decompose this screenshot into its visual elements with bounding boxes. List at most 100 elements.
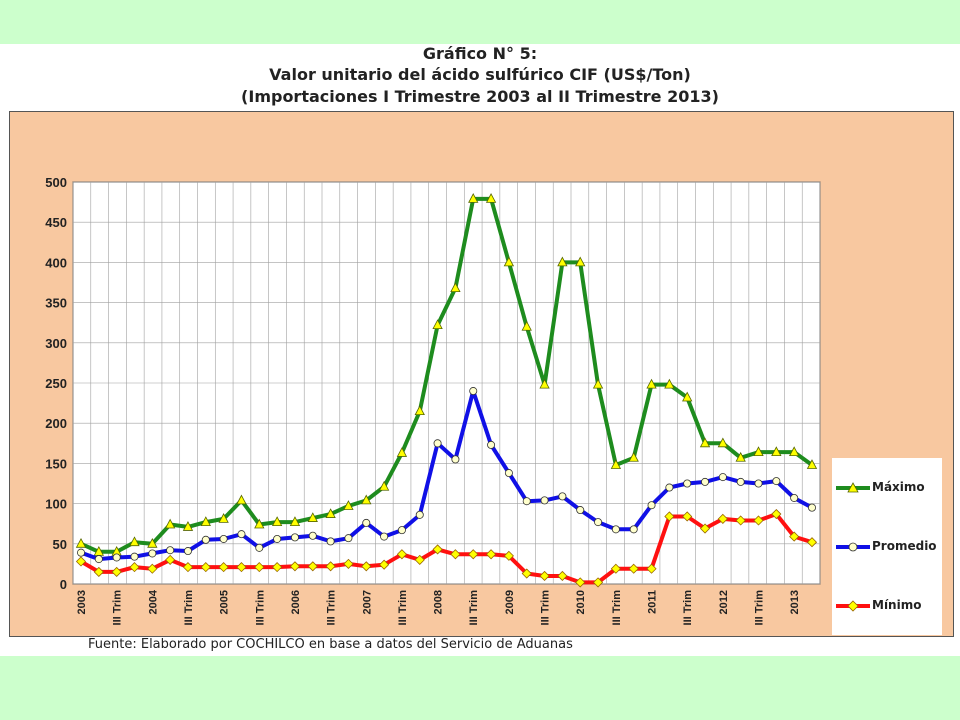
- data-point-maximo: [200, 516, 211, 526]
- data-point-promedio: [290, 533, 299, 542]
- data-point-minimo: [111, 566, 122, 578]
- data-point-promedio: [504, 469, 513, 478]
- data-point-maximo: [325, 508, 336, 518]
- data-point-minimo: [717, 513, 728, 524]
- data-point-minimo: [592, 577, 604, 588]
- data-point-maximo: [414, 405, 425, 416]
- data-point-minimo: [521, 568, 532, 579]
- source-note: Fuente: Elaborado por COCHILCO en base a…: [88, 637, 573, 652]
- data-point-minimo: [486, 549, 497, 560]
- y-tick-label: 150: [45, 456, 67, 471]
- data-point-maximo: [164, 518, 176, 529]
- legend: Máximo Promedio Mínimo: [832, 458, 942, 635]
- data-point-maximo: [575, 256, 586, 267]
- y-tick-label: 0: [60, 577, 67, 592]
- x-tick-label: III Trim: [326, 590, 338, 626]
- data-point-minimo: [218, 562, 229, 573]
- data-point-minimo: [503, 550, 514, 561]
- legend-label-promedio: Promedio: [872, 539, 937, 553]
- data-point-minimo: [789, 531, 800, 542]
- data-point-minimo: [771, 508, 782, 520]
- legend-item-minimo: Mínimo: [832, 596, 942, 616]
- data-point-minimo: [610, 563, 621, 574]
- data-point-maximo: [468, 193, 479, 203]
- data-point-promedio: [772, 477, 781, 486]
- data-point-maximo: [592, 378, 604, 389]
- legend-label-minimo: Mínimo: [872, 598, 922, 612]
- data-point-maximo: [485, 193, 497, 203]
- data-point-maximo: [129, 536, 140, 547]
- y-tick-label: 200: [45, 416, 67, 431]
- data-point-minimo: [361, 561, 372, 572]
- data-point-promedio: [201, 535, 210, 544]
- data-point-promedio: [736, 477, 745, 486]
- x-tick-label: 2009: [504, 590, 516, 614]
- data-point-minimo: [646, 563, 657, 574]
- data-point-promedio: [219, 534, 228, 543]
- x-tick-label: III Trim: [397, 590, 409, 626]
- data-point-promedio: [255, 543, 264, 552]
- data-point-minimo: [539, 570, 550, 582]
- y-tick-label: 400: [45, 255, 67, 270]
- data-point-maximo: [539, 378, 550, 389]
- x-tick-label: 2008: [433, 590, 445, 614]
- data-point-maximo: [218, 513, 229, 523]
- data-point-maximo: [503, 256, 515, 267]
- x-tick-label: 2006: [290, 590, 302, 614]
- data-point-minimo: [414, 554, 425, 565]
- data-point-promedio: [683, 479, 692, 488]
- x-tick-label: 2010: [575, 590, 587, 614]
- data-point-minimo: [628, 563, 639, 574]
- data-point-maximo: [557, 256, 568, 267]
- data-point-promedio: [273, 534, 282, 543]
- data-point-promedio: [647, 501, 656, 510]
- data-point-promedio: [344, 534, 353, 543]
- x-tick-label: 2005: [219, 590, 231, 614]
- data-point-promedio: [415, 510, 424, 519]
- y-tick-label: 50: [53, 537, 67, 552]
- y-tick-label: 250: [45, 376, 67, 391]
- data-point-minimo: [325, 561, 336, 572]
- data-point-maximo: [664, 378, 675, 389]
- line-chart: 0 50 100 150 200 250 300 350 400 450 500 2003 III Tr…: [45, 175, 821, 626]
- x-tick-label: 2004: [147, 589, 159, 614]
- x-tick-label: III Trim: [611, 590, 623, 626]
- data-point-promedio: [790, 493, 799, 502]
- data-point-maximo: [343, 500, 354, 510]
- data-point-promedio: [77, 548, 86, 557]
- data-point-promedio: [522, 497, 531, 506]
- data-point-maximo: [254, 518, 265, 529]
- x-tick-label: 2012: [718, 590, 730, 614]
- data-point-maximo: [307, 512, 318, 522]
- data-point-promedio: [166, 546, 175, 555]
- data-point-promedio: [362, 518, 371, 527]
- data-point-minimo: [343, 558, 354, 569]
- data-point-minimo: [735, 515, 746, 526]
- legend-item-promedio: Promedio: [832, 537, 942, 557]
- data-point-maximo: [361, 494, 372, 505]
- slide-sheet: Gráfico N° 5: Valor unitario del ácido s…: [0, 44, 960, 656]
- data-point-promedio: [576, 506, 585, 515]
- data-point-maximo: [789, 446, 800, 457]
- data-point-promedio: [540, 496, 549, 505]
- data-point-promedio: [237, 530, 246, 539]
- x-tick-label: III Trim: [254, 590, 266, 626]
- data-point-maximo: [271, 516, 283, 526]
- data-point-maximo: [717, 437, 729, 448]
- data-point-minimo: [468, 549, 479, 560]
- data-point-promedio: [308, 531, 317, 540]
- data-point-maximo: [699, 437, 711, 448]
- data-point-promedio: [94, 555, 103, 564]
- data-point-maximo: [610, 459, 622, 469]
- data-point-minimo: [575, 577, 586, 588]
- data-point-promedio: [397, 526, 406, 535]
- data-point-minimo: [272, 562, 283, 573]
- data-point-promedio: [754, 479, 763, 488]
- data-point-promedio: [112, 553, 121, 562]
- x-tick-label: III Trim: [754, 590, 766, 626]
- data-point-maximo: [396, 447, 408, 457]
- data-point-maximo: [521, 320, 532, 331]
- data-point-maximo: [289, 516, 301, 526]
- legend-swatch-maximo: [836, 482, 870, 493]
- data-point-promedio: [701, 477, 710, 486]
